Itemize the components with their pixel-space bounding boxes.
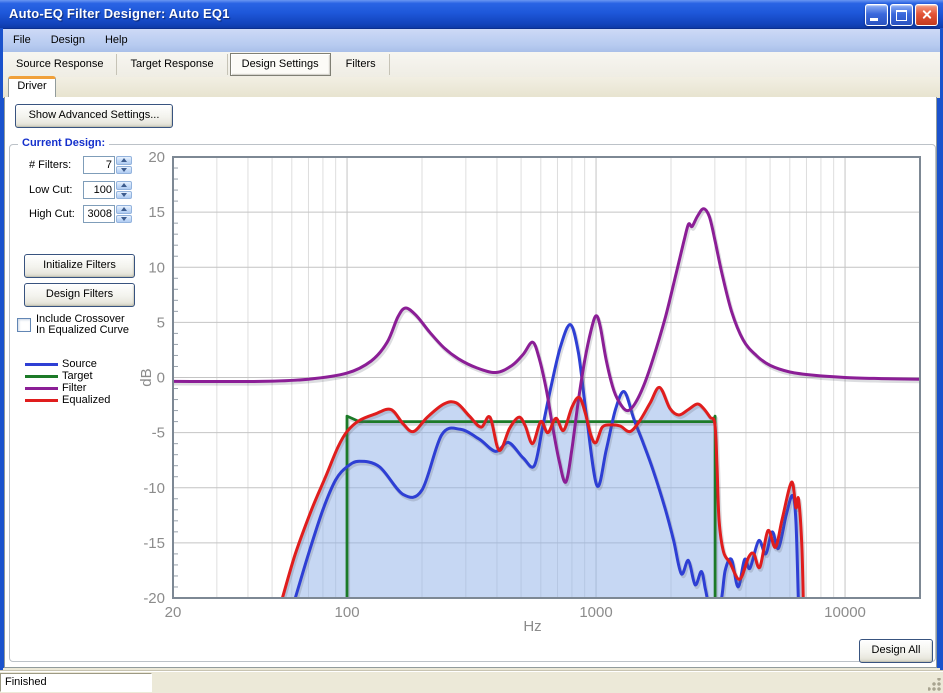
sub-tab-strip: Driver — [3, 76, 940, 98]
filters-count-label: # Filters: — [29, 159, 72, 171]
equalized-curve-shadow — [282, 388, 807, 598]
status-text: Finished — [0, 673, 152, 692]
spin-up-button[interactable] — [116, 156, 132, 165]
driver-tab-page: Show Advanced Settings... Current Design… — [4, 97, 937, 668]
spin-up-button[interactable] — [116, 181, 132, 190]
maximize-button[interactable] — [890, 4, 913, 26]
filters-count-input[interactable] — [83, 156, 115, 174]
legend-label: Equalized — [62, 394, 111, 406]
current-design-groupbox — [9, 144, 936, 662]
high-cut-input[interactable] — [83, 205, 115, 223]
y-axis-title: dB — [138, 368, 155, 386]
low-cut-stepper — [116, 181, 132, 199]
y-tick-label: 0 — [157, 370, 165, 387]
close-icon — [921, 9, 932, 20]
tab-separator — [116, 54, 118, 75]
high-cut-label: High Cut: — [29, 208, 75, 220]
spin-up-button[interactable] — [116, 205, 132, 214]
plot-border — [172, 156, 921, 599]
low-cut-row: Low Cut: — [29, 181, 139, 200]
arrow-down-icon — [121, 192, 127, 197]
y-tick-label: 15 — [148, 204, 165, 221]
design-filters-button[interactable]: Design Filters — [24, 283, 135, 307]
source-swatch — [25, 363, 58, 366]
tab-target-response[interactable]: Target Response — [130, 58, 214, 70]
arrow-up-icon — [121, 207, 127, 212]
target-swatch — [25, 375, 58, 378]
response-chart: -20 -15 -10 -5 0 5 10 15 20 20 100 1000 10000 Hz dB — [138, 149, 921, 635]
source-curve — [293, 323, 800, 598]
menu-item-help[interactable]: Help — [104, 34, 128, 46]
checkbox-label-line2: In Equalized Curve — [36, 324, 129, 336]
minimize-button[interactable] — [865, 4, 888, 26]
filter-curve — [173, 207, 920, 484]
window-border-right — [940, 28, 943, 671]
include-crossover-checkbox[interactable] — [17, 318, 31, 332]
legend-label: Target — [62, 370, 93, 382]
axis-labels: -20 -15 -10 -5 0 5 10 15 20 20 100 1000 10000 Hz dB — [138, 149, 866, 635]
design-all-button[interactable]: Design All — [859, 639, 933, 663]
tab-design-settings[interactable]: Design Settings — [229, 53, 331, 76]
x-axis-title: Hz — [523, 618, 541, 635]
title-bar[interactable]: Auto-EQ Filter Designer: Auto EQ1 — [0, 0, 943, 29]
series-curves — [173, 207, 920, 598]
low-cut-input[interactable] — [83, 181, 115, 199]
high-cut-stepper — [116, 205, 132, 223]
tab-separator — [226, 54, 228, 75]
legend-label: Filter — [62, 382, 87, 394]
y-tick-label: -5 — [152, 425, 165, 442]
equalized-curve — [280, 385, 805, 598]
spin-down-button[interactable] — [116, 165, 132, 174]
y-tick-label: -15 — [143, 535, 165, 552]
x-tick-label: 100 — [335, 604, 360, 621]
filters-count-row: # Filters: — [29, 156, 139, 175]
menu-bar: File Design Help — [3, 29, 940, 52]
spin-down-button[interactable] — [116, 190, 132, 199]
low-cut-label: Low Cut: — [29, 184, 73, 196]
panel-gap — [3, 668, 940, 671]
high-cut-row: High Cut: — [29, 205, 139, 224]
menu-item-file[interactable]: File — [13, 34, 31, 46]
resize-grip[interactable] — [928, 678, 941, 691]
y-tick-label: 5 — [157, 314, 165, 331]
window-controls — [865, 4, 938, 26]
maximize-icon — [896, 10, 907, 21]
arrow-down-icon — [121, 216, 127, 221]
checkbox-label-line1: Include Crossover — [36, 313, 125, 325]
y-tick-label: -10 — [143, 480, 165, 497]
window-border-left — [0, 28, 3, 671]
arrow-up-icon — [121, 158, 127, 163]
group-title: Current Design: — [18, 137, 110, 149]
x-tick-label: 20 — [165, 604, 182, 621]
tab-source-response[interactable]: Source Response — [16, 58, 104, 70]
legend-label: Source — [62, 358, 97, 370]
y-tick-label: 20 — [148, 149, 165, 166]
tab-driver[interactable]: Driver — [8, 76, 56, 98]
equalized-swatch — [25, 399, 58, 402]
x-tick-label: 1000 — [579, 604, 612, 621]
include-crossover-label: Include Crossover In Equalized Curve — [36, 314, 129, 336]
spin-down-button[interactable] — [116, 214, 132, 223]
arrow-up-icon — [121, 183, 127, 188]
y-tick-label: -20 — [143, 590, 165, 607]
equalized-fill-area — [282, 387, 804, 598]
main-tab-strip: Source Response Target Response Design S… — [3, 52, 940, 77]
tab-filters[interactable]: Filters — [345, 58, 376, 70]
status-bar: Finished — [0, 671, 943, 693]
x-tick-label: 10000 — [824, 604, 866, 621]
initialize-filters-button[interactable]: Initialize Filters — [24, 254, 135, 278]
tab-separator — [388, 54, 390, 75]
show-advanced-settings-button[interactable]: Show Advanced Settings... — [15, 104, 173, 128]
filter-swatch — [25, 387, 58, 390]
filters-count-stepper — [116, 156, 132, 174]
minimize-icon — [870, 18, 878, 21]
window-title: Auto-EQ Filter Designer: Auto EQ1 — [9, 6, 230, 21]
close-button[interactable] — [915, 4, 938, 26]
menu-item-design[interactable]: Design — [50, 34, 85, 46]
arrow-down-icon — [121, 167, 127, 172]
y-tick-label: 10 — [148, 259, 165, 276]
